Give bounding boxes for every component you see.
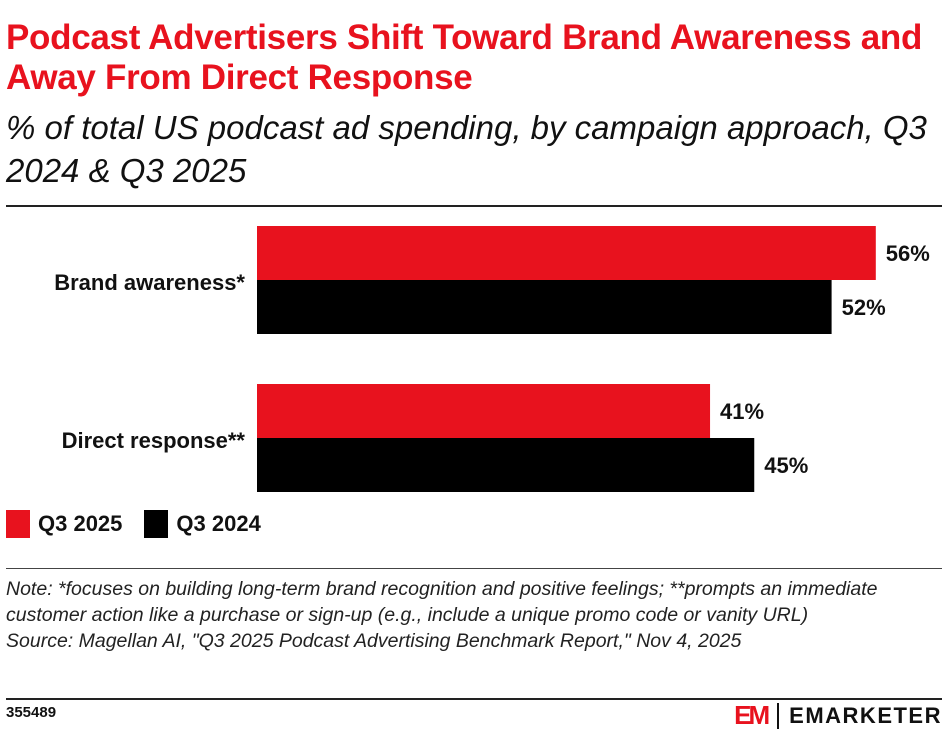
logo-name: EMARKETER [789, 702, 942, 728]
bar-q3-2025 [257, 384, 711, 438]
note-text: Note: *focuses on building long-term bra… [6, 578, 878, 626]
data-label: 45% [764, 453, 808, 478]
header-divider [6, 205, 942, 207]
data-label: 56% [886, 241, 930, 266]
logo-divider [777, 702, 780, 729]
legend-swatch [6, 510, 30, 538]
bar-q3-2024 [257, 438, 755, 492]
data-label: 41% [720, 399, 764, 424]
data-label: 52% [842, 295, 886, 320]
bar-q3-2024 [257, 280, 832, 334]
legend-item-q3-2025: Q3 2025 [6, 510, 122, 538]
legend-label: Q3 2025 [38, 511, 123, 536]
legend-label: Q3 2024 [176, 511, 261, 536]
logo-mark: EM [734, 700, 770, 730]
bar-q3-2025 [257, 226, 876, 280]
bottom-divider [6, 698, 942, 700]
legend-swatch [144, 510, 169, 538]
chart-id: 355489 [6, 704, 57, 721]
category-label: Brand awareness* [54, 270, 245, 295]
legend: Q3 2025 Q3 2024 [6, 510, 283, 538]
source-text: Source: Magellan AI, "Q3 2025 Podcast Ad… [6, 630, 742, 652]
emarketer-logo: EM EMARKETER [734, 700, 942, 731]
category-label: Direct response** [62, 428, 246, 453]
footer-divider [6, 568, 942, 569]
chart-title: Podcast Advertisers Shift Toward Brand A… [6, 18, 923, 97]
notes: Note: *focuses on building long-term bra… [6, 576, 942, 654]
chart-subtitle: % of total US podcast ad spending, by ca… [6, 109, 927, 189]
legend-item-q3-2024: Q3 2024 [144, 510, 261, 538]
